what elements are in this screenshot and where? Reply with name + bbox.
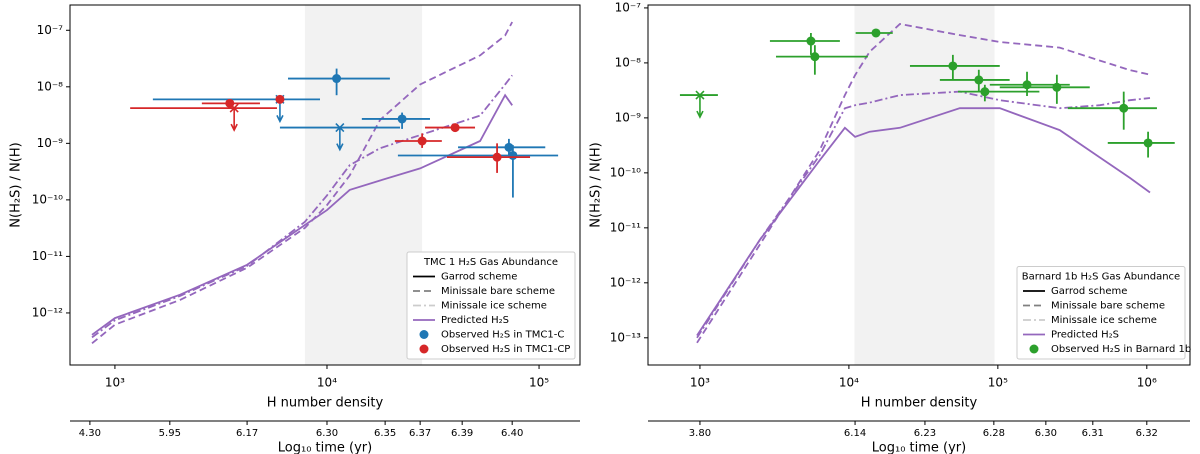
observation-point — [275, 94, 285, 104]
x-tick-label: 10³ — [105, 376, 125, 390]
y-tick-label: 10⁻⁹ — [37, 136, 64, 150]
observation-point — [397, 114, 407, 124]
x-axis-label: H number density — [861, 396, 978, 411]
observation-point — [1143, 138, 1153, 148]
legend-label: Observed H₂S in TMC1-C — [441, 330, 564, 341]
y-tick-label: 10⁻⁷ — [37, 23, 64, 37]
model-curve — [696, 90, 1151, 339]
y-tick-label: 10⁻⁸ — [615, 55, 642, 69]
model-curve — [696, 107, 1151, 336]
observation-point — [508, 150, 518, 160]
legend-label: Minissale ice scheme — [1051, 315, 1157, 326]
time-tick-label: 6.23 — [914, 428, 936, 439]
legend-box — [406, 251, 576, 360]
observation-point — [948, 61, 958, 71]
time-tick-label: 5.95 — [159, 428, 181, 439]
y-tick-label: 10⁻¹² — [610, 275, 641, 289]
time-tick-label: 6.35 — [374, 428, 396, 439]
upper-limit-marker — [335, 123, 345, 152]
time-tick-label: 6.30 — [316, 428, 338, 439]
model-curve — [91, 74, 513, 339]
time-tick-label: 6.14 — [844, 428, 866, 439]
legend-swatch — [419, 344, 429, 354]
observation-point — [806, 36, 816, 46]
x-tick-label: 10⁶ — [1137, 376, 1157, 390]
y-tick-label: 10⁻¹⁰ — [32, 192, 63, 206]
legend-swatch — [1029, 344, 1039, 354]
time-tick-label: 6.17 — [236, 428, 258, 439]
time-tick-label: 3.80 — [689, 428, 711, 439]
time-tick-label: 6.40 — [501, 428, 523, 439]
observation-point — [980, 87, 990, 97]
x-tick-label: 10⁴ — [839, 376, 859, 390]
y-axis-label: N(H₂S) / N(H) — [9, 142, 24, 227]
legend-label: Predicted H₂S — [441, 315, 509, 326]
model-curve — [91, 21, 513, 344]
time-window-band — [854, 5, 995, 365]
x-tick-label: 10⁵ — [988, 376, 1008, 390]
y-tick-label: 10⁻¹² — [32, 305, 63, 319]
observation-point — [974, 75, 984, 85]
observation-point — [492, 152, 502, 162]
y-tick-label: 10⁻⁷ — [615, 0, 642, 14]
observation-point — [504, 142, 514, 152]
observation-point — [332, 74, 342, 84]
legend-swatch — [419, 330, 429, 339]
legend-label: Minissale ice scheme — [441, 301, 547, 312]
legend-label: Observed H₂S in Barnard 1b — [1051, 344, 1191, 355]
upper-limit-marker — [695, 90, 705, 119]
time-tick-label: 6.28 — [983, 428, 1005, 439]
observation-point — [810, 52, 820, 62]
plot-frame — [647, 4, 1191, 366]
y-tick-label: 10⁻¹³ — [610, 330, 641, 344]
time-tick-label: 6.32 — [1136, 428, 1158, 439]
legend-label: Observed H₂S in TMC1-CP — [441, 344, 570, 355]
legend-title: TMC 1 H₂S Gas Abundance — [423, 257, 558, 268]
y-tick-label: 10⁻¹¹ — [610, 220, 641, 234]
upper-limit-marker — [229, 103, 239, 132]
time-tick-label: 4.30 — [79, 428, 101, 439]
observation-point — [450, 123, 460, 133]
plot-frame — [69, 4, 581, 366]
legend-label: Garrod scheme — [1051, 286, 1127, 297]
legend-label: Minissale bare scheme — [1051, 301, 1165, 312]
model-curve — [91, 93, 513, 336]
y-tick-label: 10⁻⁹ — [615, 110, 642, 124]
y-tick-label: 10⁻¹¹ — [32, 249, 63, 263]
observation-point — [417, 136, 427, 146]
x-tick-label: 10⁴ — [317, 376, 337, 390]
time-axis-label: Log₁₀ time (yr) — [872, 441, 966, 454]
legend-label: Predicted H₂S — [1051, 330, 1119, 341]
observation-point — [1052, 82, 1062, 92]
time-tick-label: 6.31 — [1082, 428, 1104, 439]
model-curve — [696, 23, 1151, 344]
time-tick-label: 6.37 — [409, 428, 431, 439]
time-tick-label: 6.30 — [1035, 428, 1057, 439]
x-tick-label: 10⁵ — [529, 376, 549, 390]
observation-point — [1119, 103, 1129, 113]
observation-point — [871, 28, 881, 38]
legend-label: Minissale bare scheme — [441, 286, 555, 297]
y-tick-label: 10⁻⁸ — [37, 79, 64, 93]
time-tick-label: 6.39 — [451, 428, 473, 439]
y-tick-label: 10⁻¹⁰ — [610, 165, 641, 179]
y-axis-label: N(H₂S) / N(H) — [589, 142, 604, 227]
x-tick-label: 10³ — [690, 376, 710, 390]
time-axis-label: Log₁₀ time (yr) — [278, 441, 372, 454]
legend-label: Garrod scheme — [441, 272, 517, 283]
legend-box — [1016, 266, 1186, 360]
x-axis-label: H number density — [267, 396, 384, 411]
legend-title: Barnard 1b H₂S Gas Abundance — [1022, 272, 1180, 283]
